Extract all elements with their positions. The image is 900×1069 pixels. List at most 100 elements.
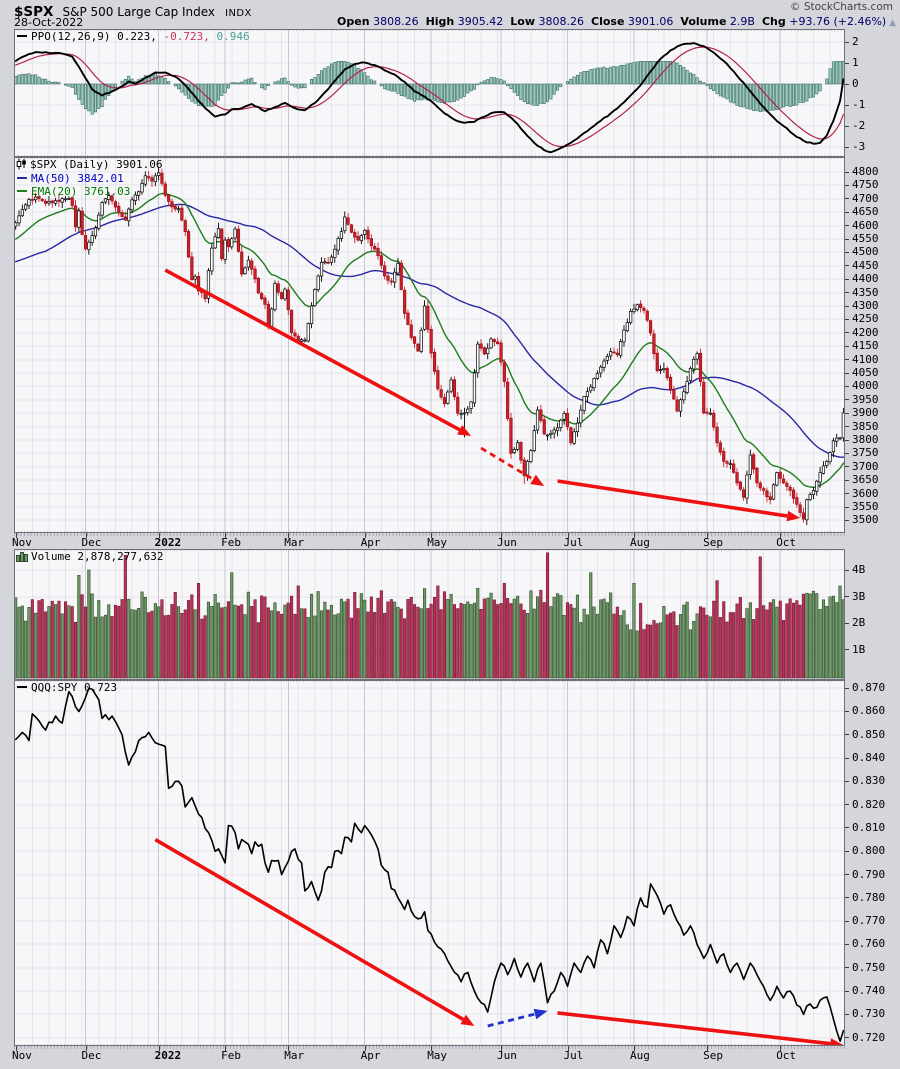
y-axis-tick [845,332,849,334]
y-axis-label: 4B [852,563,866,576]
y-axis-tick [845,874,849,876]
y-axis-tick [845,265,849,267]
volume-y-axis: 4B 3B 2B 1B [845,549,900,680]
volume-bars-icon [16,551,28,562]
month-label: 2022 [154,1049,182,1062]
exchange-tag: INDX [225,8,252,19]
y-axis-tick [845,479,849,481]
month-tick [364,1046,366,1051]
y-axis-tick [845,372,849,374]
chart-date: 28-Oct-2022 [14,16,84,29]
y-axis-label: 4650 [852,205,879,219]
y-axis-label: 4300 [852,299,879,312]
y-axis-tick [845,399,849,401]
month-tick [431,1046,433,1051]
y-axis-tick [845,990,849,992]
red-solid-arrow [154,838,475,1027]
month-tick [15,1046,17,1051]
blue-dashed-arrow [487,1008,548,1028]
y-axis-tick [845,757,849,759]
month-tick [85,1046,87,1051]
ppo-panel [14,29,845,157]
y-axis-tick [845,125,849,127]
month-tick [567,533,569,538]
y-axis-tick [845,251,849,253]
month-label: Oct [776,536,797,549]
month-label: Dec [81,1049,102,1062]
y-axis-tick [845,920,849,922]
y-axis-label: 3900 [852,406,879,420]
y-axis-tick [845,278,849,280]
ppo-histogram [14,60,845,115]
y-axis-label: 0.720 [852,1030,886,1044]
red-solid-arrow [557,479,801,522]
y-axis-tick [845,569,849,571]
month-tick [501,533,502,538]
price-plot [14,157,845,533]
y-axis-tick [845,83,849,85]
gridlines [14,157,845,533]
month-tick [634,1046,635,1051]
quote-row: Open 3808.26 High 3905.42 Low 3808.26 Close… [330,15,896,28]
date-axis-upper: Nov Dec 2022 Feb Mar Apr May Jun Jul Aug Sep Oct [12,533,845,549]
y-axis-tick [845,827,849,829]
y-axis-tick [845,198,849,200]
y-axis-label: 3850 [852,419,879,433]
month-tick [364,533,366,538]
panel-border [14,29,845,157]
y-axis-tick [845,622,849,624]
ma50-line [15,203,845,458]
month-label: Jul [563,536,584,549]
y-axis-label: 3700 [852,459,879,473]
month-tick [288,1046,290,1051]
quote-value: 2.9B [729,15,755,28]
ratio-annotation-arrows [154,838,844,1046]
month-tick [158,1046,160,1051]
quote-value: +93.76 (+2.46%) [789,15,887,28]
y-axis-label: 3550 [852,500,879,513]
y-axis-tick [845,426,849,428]
y-axis-tick [845,318,849,320]
quote-label: Chg [761,15,786,28]
y-axis-label: 0.810 [852,820,886,834]
y-axis-label: 0.780 [852,890,886,904]
y-axis-tick [845,62,849,64]
red-solid-arrow [557,1011,844,1046]
y-axis-tick [845,967,849,969]
volume-legend-label: Volume 2,878,277,632 [31,550,164,563]
ma50-legend: MA(50) 3842.01 [17,173,124,185]
y-axis-tick [845,211,849,213]
y-axis-tick [845,804,849,806]
y-axis-tick [845,850,849,852]
ppo-value: 0.223, [117,30,157,43]
y-axis-tick [845,452,849,454]
y-axis-label: 2B [852,616,866,629]
y-axis-tick [845,385,849,387]
y-axis-label: 4600 [852,218,879,232]
y-axis-label: 4100 [852,352,879,366]
month-label: Dec [81,536,102,549]
price-annotation-arrows [164,268,801,522]
y-axis-label: 0.730 [852,1007,886,1021]
quote-value: 3901.06 [627,15,674,28]
month-tick [567,1046,569,1051]
price-legend: $SPX (Daily) 3901.06 [16,158,162,171]
y-axis-label: 3650 [852,473,879,487]
y-axis-tick [845,519,849,521]
month-label: Aug [630,536,650,549]
month-label: May [427,536,448,549]
y-axis-label: 4350 [852,285,879,299]
y-axis-label: 4250 [852,312,879,326]
y-axis-tick [845,146,849,148]
ratio-legend: QQQ:SPY 0.723 [17,682,117,694]
y-axis-label: -3 [852,140,866,153]
y-axis-tick [845,238,849,240]
ratio-y-axis: 0.870 0.860 0.850 0.840 0.830 0.820 0.810 0.800… [845,680,900,1046]
ppo-hist-value: 0.946 [216,30,250,43]
y-axis-label: 3600 [852,486,879,500]
y-axis-tick [845,412,849,414]
ppo-signal-value: -0.723, [163,30,210,43]
panel-border [14,549,845,680]
y-axis-tick [845,1037,849,1039]
